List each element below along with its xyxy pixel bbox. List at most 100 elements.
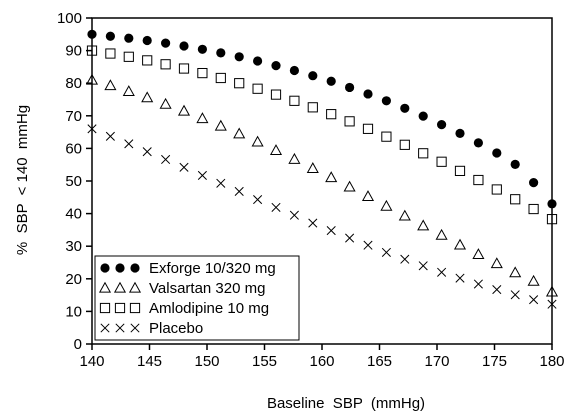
exforge-point <box>529 178 539 188</box>
exforge-point <box>345 82 355 93</box>
legend-marker <box>128 281 142 293</box>
placebo-point <box>234 186 244 196</box>
exforge-point <box>289 65 299 76</box>
y-tick-label: 100 <box>57 10 82 27</box>
placebo-point <box>289 210 299 220</box>
amlodipine-point <box>289 95 300 106</box>
placebo-point <box>216 178 226 188</box>
amlodipine-point <box>270 89 282 100</box>
exforge-point <box>418 111 428 121</box>
amlodipine-point <box>105 48 116 59</box>
exforge-point <box>437 120 447 130</box>
valsartan-point <box>343 180 356 192</box>
amlodipine-point <box>215 72 226 84</box>
series <box>87 124 557 309</box>
legend-marker <box>114 302 126 314</box>
amlodipine-point <box>344 116 355 127</box>
y-tick-label: 90 <box>65 43 82 60</box>
valsartan-point <box>527 274 540 286</box>
amlodipine-point <box>326 109 337 120</box>
y-tick-label: 30 <box>65 238 82 255</box>
amlodipine-point <box>473 174 484 186</box>
legend-label: Valsartan 320 mg <box>149 280 265 297</box>
valsartan-point <box>472 248 485 260</box>
legend-marker <box>129 302 141 314</box>
exforge-point <box>161 38 171 48</box>
y-tick-label: 40 <box>65 206 82 223</box>
exforge-point <box>179 41 189 51</box>
valsartan-point <box>85 73 99 85</box>
valsartan-point <box>435 228 448 240</box>
legend-marker <box>113 281 127 293</box>
valsartan-point <box>545 285 559 297</box>
exforge-point <box>271 60 281 71</box>
valsartan-point <box>214 119 227 131</box>
y-tick-label: 80 <box>65 75 82 92</box>
amlodipine-point <box>418 148 429 159</box>
amlodipine-point <box>197 67 208 79</box>
y-tick-label: 60 <box>65 140 82 157</box>
exforge-point <box>510 159 520 169</box>
x-tick-label: 165 <box>367 353 392 370</box>
placebo-point <box>418 261 428 271</box>
valsartan-point <box>177 104 191 116</box>
valsartan-point <box>325 171 338 183</box>
x-tick-label: 175 <box>482 353 507 370</box>
exforge-point <box>547 199 557 209</box>
y-tick-label: 10 <box>65 303 82 320</box>
valsartan-point <box>361 190 375 201</box>
legend-marker <box>100 263 110 273</box>
exforge-point <box>326 76 336 86</box>
amlodipine-point <box>160 59 171 70</box>
legend-marker <box>99 302 111 314</box>
legend-label: Amlodipine 10 mg <box>149 300 269 317</box>
valsartan-point <box>251 135 264 147</box>
valsartan-point <box>380 199 393 211</box>
placebo-point <box>455 273 465 283</box>
y-tick-label: 70 <box>65 108 82 125</box>
placebo-point <box>197 170 207 181</box>
valsartan-point <box>141 91 154 103</box>
placebo-point <box>437 267 447 277</box>
placebo-point <box>326 225 336 236</box>
amlodipine-point <box>252 83 263 94</box>
x-axis-title: Baseline SBP (mmHg) <box>267 395 425 411</box>
placebo-point <box>363 240 373 250</box>
exforge-point <box>105 31 115 41</box>
valsartan-point <box>288 152 301 164</box>
valsartan-point <box>509 266 522 278</box>
y-axis-title: % SBP < 140 mmHg <box>14 105 31 255</box>
amlodipine-point <box>528 203 539 215</box>
y-tick-label: 50 <box>65 173 82 190</box>
y-tick-label: 20 <box>65 271 82 288</box>
amlodipine-point <box>454 165 466 176</box>
placebo-point <box>547 299 557 309</box>
exforge-point <box>381 96 391 106</box>
exforge-point <box>400 103 410 113</box>
series <box>86 45 558 225</box>
placebo-point <box>529 295 539 305</box>
valsartan-point <box>104 79 117 91</box>
x-tick-label: 170 <box>424 353 449 370</box>
y-tick-label: 0 <box>74 336 82 353</box>
amlodipine-point <box>123 51 134 62</box>
placebo-point <box>253 195 263 205</box>
exforge-point <box>87 29 97 39</box>
exforge-point <box>455 128 465 139</box>
valsartan-point <box>306 162 319 173</box>
series <box>87 29 557 209</box>
amlodipine-point <box>178 63 190 74</box>
placebo-point <box>308 218 318 228</box>
exforge-point <box>142 35 152 46</box>
x-tick-label: 160 <box>309 353 334 370</box>
legend-marker <box>98 281 112 293</box>
amlodipine-point <box>510 194 521 205</box>
amlodipine-point <box>436 156 447 167</box>
placebo-point <box>179 162 189 172</box>
series <box>85 73 559 297</box>
amlodipine-point <box>142 55 153 66</box>
amlodipine-point <box>381 131 392 142</box>
placebo-point <box>161 154 171 165</box>
exforge-point <box>492 148 502 158</box>
